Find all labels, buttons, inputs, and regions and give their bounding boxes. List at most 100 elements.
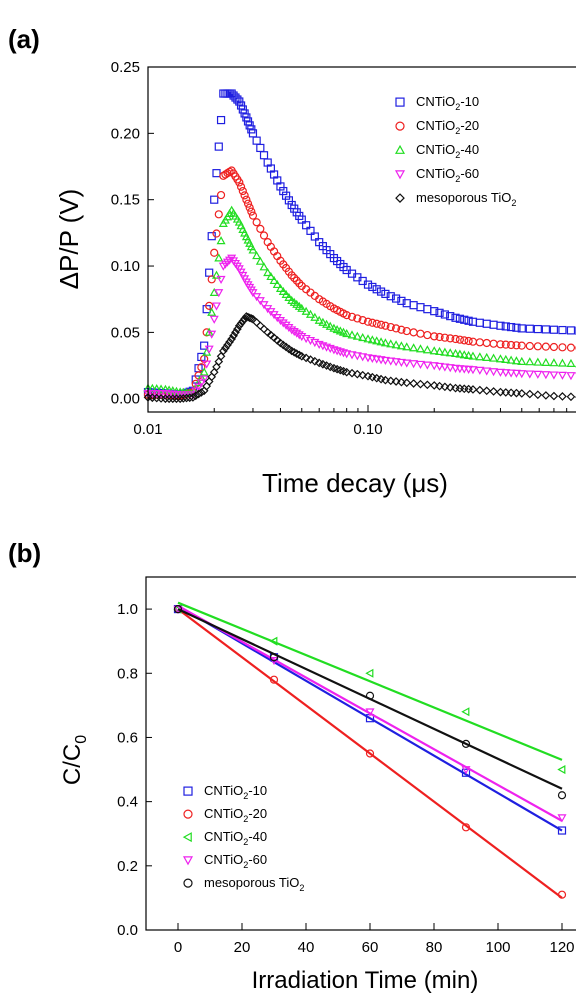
legend-label-suffix: -60 [460,166,479,181]
data-point-a [252,251,262,260]
data-point-a [566,372,576,381]
data-point-a [342,350,352,359]
data-point-a [423,380,432,390]
series-b-4 [173,604,567,800]
data-point-a [391,340,401,349]
y-tick-label-b: 0.0 [117,922,138,939]
data-point-a [397,296,406,305]
data-point-a [256,224,265,233]
data-point-a [229,331,238,341]
data-point-a [152,384,162,393]
data-point-a [292,276,301,285]
legend-a: CNTiO2-10CNTiO2-20CNTiO2-40CNTiO2-60meso… [394,94,516,208]
data-point-a [247,207,256,216]
y-tick-label-b: 0.6 [117,729,138,746]
x-tick-label-b: 40 [298,939,315,956]
data-point-a [306,226,315,235]
y-tick-label-b: 0.2 [117,858,138,875]
data-point-a [227,334,236,344]
data-point-a [310,312,320,321]
data-point-a [409,379,418,388]
data-point-a [381,321,390,330]
data-point-a [517,341,526,350]
y-tick-label-a: 0.00 [111,391,140,408]
legend-marker [394,170,406,180]
data-point-a [318,359,328,369]
data-point-a [335,348,345,357]
data-point-a [353,314,362,323]
data-point-a [435,381,444,391]
data-point-a [482,319,491,328]
data-point-a [507,322,516,332]
data-point-b [461,766,471,775]
data-point-a [216,115,226,125]
legend-label-sub: 2 [243,837,248,847]
legend-label-name: CNTiO [204,829,243,844]
data-point-a [423,330,432,340]
legend-label-suffix: -20 [460,118,479,133]
data-point-a [386,292,395,301]
data-point-a [272,279,282,289]
data-point-a [464,336,473,346]
data-point-a [566,358,576,367]
data-point-b [365,668,374,678]
data-point-a [284,292,294,301]
y-axis-label-b-main: C/C [59,744,86,785]
data-point-a [566,326,576,335]
data-point-a [396,341,406,350]
legend-label-sub: 2 [299,883,304,893]
data-point-a [209,315,219,324]
data-point-a [275,317,285,326]
data-point-b [461,739,471,748]
data-point-b [269,675,279,684]
data-point-a [451,313,460,322]
data-point-a [367,335,377,344]
data-point-a [489,339,498,348]
data-point-a [415,344,426,353]
data-point-a [221,343,230,353]
data-point-a [287,271,296,280]
data-point-a [549,358,559,367]
series-a-4 [143,312,576,404]
data-point-a [216,236,226,245]
data-point-a [511,356,521,365]
data-point-a [435,308,444,317]
data-point-a [347,351,357,360]
data-point-a [252,218,261,227]
data-point-a [156,384,166,393]
data-point-a [381,289,390,299]
series-a-2 [143,205,576,397]
data-point-a [422,345,432,354]
data-point-a [156,390,166,399]
legend-label-sub: 2 [455,126,460,136]
legend-marker [394,144,406,154]
data-point-a [204,327,214,336]
panel-a: (a) 0.00 0.05 0.10 0.15 0.20 0.25 0.01 0.10 Tim… [8,24,576,498]
legend-label-suffix: -60 [248,852,267,867]
data-point-a [386,322,395,332]
data-point-a [259,262,269,271]
data-point-a [238,186,247,196]
data-point-a [517,324,526,333]
legend-label: CNTiO2-60 [204,852,267,870]
data-point-a [178,394,188,403]
data-point-a [255,321,265,331]
data-point-a [197,363,206,372]
data-point-a [214,253,224,262]
data-point-a [512,388,521,398]
legend-label: CNTiO2-40 [204,829,267,847]
data-point-a [338,349,349,358]
data-point-a [435,362,445,371]
data-point-a [358,332,368,342]
data-point-a [358,353,368,362]
data-point-a [381,375,390,385]
data-point-a [231,328,240,337]
data-point-a [168,394,178,404]
data-point-a [216,190,226,200]
data-point-a [194,378,204,387]
data-point-a [446,312,455,321]
data-point-a [194,389,203,399]
data-point-a [549,391,559,401]
data-point-b [173,604,183,614]
data-point-a [205,268,214,277]
